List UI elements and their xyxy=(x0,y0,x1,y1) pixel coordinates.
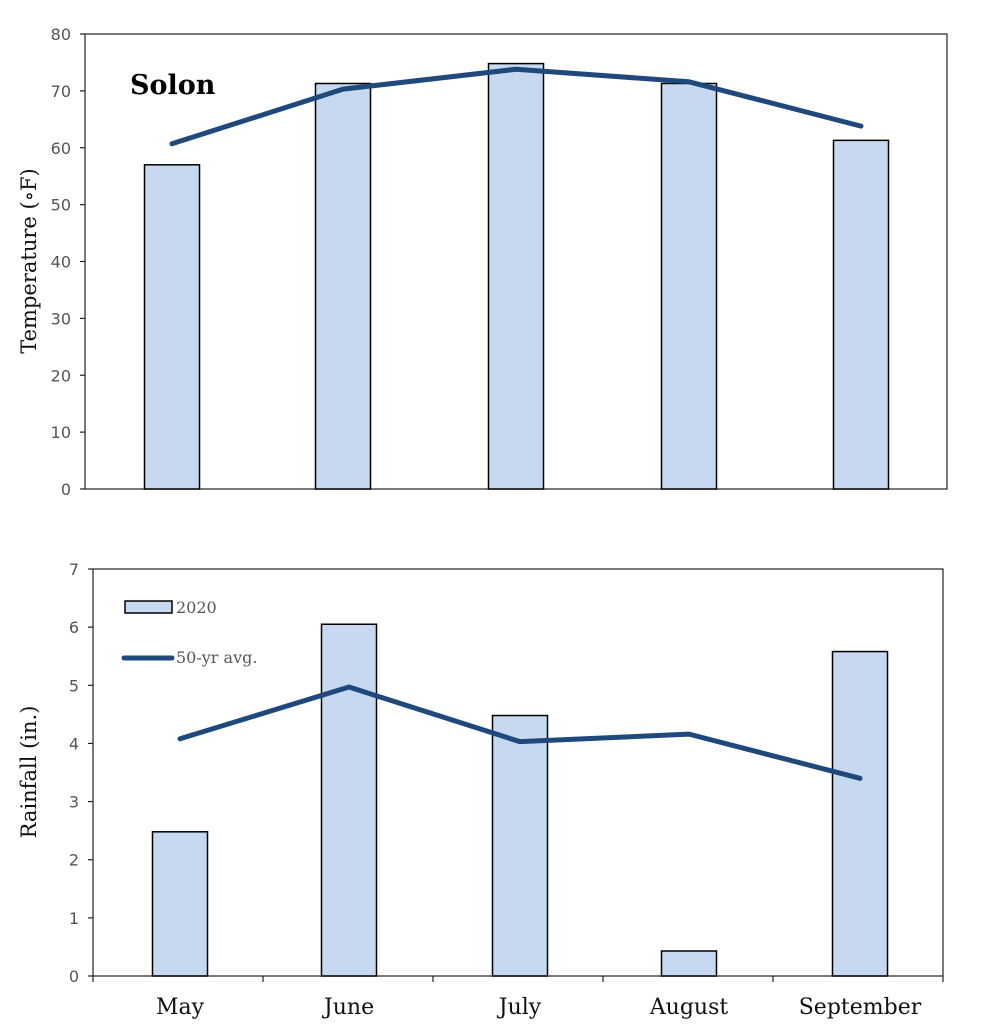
temperature-bar-july xyxy=(487,62,545,490)
temperature-y-axis-label: Temperature (∘F) xyxy=(17,168,41,354)
y-tick-label: 3 xyxy=(69,793,79,812)
temperature-chart: 0 10 20 30 40 50 60 70 80 Solon Temperature (∘F) xyxy=(17,25,948,499)
x-category-label: June xyxy=(322,995,374,1020)
temperature-bar-may xyxy=(143,164,201,490)
legend: 2020 50-yr avg. xyxy=(121,598,257,667)
rainfall-bar-august xyxy=(660,950,718,977)
y-tick-label: 0 xyxy=(61,480,71,499)
rainfall-bar-september xyxy=(831,650,889,977)
y-tick-label: 0 xyxy=(69,967,79,986)
temperature-bars xyxy=(143,62,890,490)
temperature-bar-september xyxy=(832,139,890,490)
rainfall-bar-june xyxy=(320,623,378,977)
y-tick-label: 4 xyxy=(69,734,79,753)
temperature-avg-line xyxy=(169,66,864,147)
y-tick-label: 30 xyxy=(51,309,71,328)
y-tick-label: 20 xyxy=(51,366,71,385)
chart-title: Solon xyxy=(130,70,216,101)
x-category-label: July xyxy=(497,995,542,1020)
rainfall-bars xyxy=(151,623,889,977)
y-tick-label: 40 xyxy=(51,253,71,272)
x-category-label: September xyxy=(799,995,922,1020)
legend-entry-2020: 2020 xyxy=(176,598,217,617)
legend-entry-50yr-avg: 50-yr avg. xyxy=(176,648,257,667)
y-tick-label: 2 xyxy=(69,851,79,870)
x-category-label: May xyxy=(156,995,205,1020)
y-tick-label: 5 xyxy=(69,676,79,695)
rainfall-bar-july xyxy=(491,714,549,977)
y-tick-label: 70 xyxy=(51,82,71,101)
rainfall-bar-may xyxy=(151,831,209,977)
legend-bar-swatch xyxy=(124,600,173,614)
rainfall-y-axis-label: Rainfall (in.) xyxy=(17,706,41,839)
temperature-y-axis: 0 10 20 30 40 50 60 70 80 xyxy=(51,25,85,499)
y-tick-label: 50 xyxy=(51,196,71,215)
y-tick-label: 6 xyxy=(69,618,79,637)
x-axis: May June July August September xyxy=(92,976,944,1020)
y-tick-label: 7 xyxy=(69,560,79,579)
rainfall-avg-line xyxy=(177,684,863,781)
y-tick-label: 80 xyxy=(51,25,71,44)
rainfall-y-axis: 0 1 2 3 4 5 6 7 xyxy=(69,560,93,986)
temperature-bar-august xyxy=(660,82,718,490)
y-tick-label: 60 xyxy=(51,139,71,158)
y-tick-label: 10 xyxy=(51,423,71,442)
temperature-bar-june xyxy=(314,82,372,490)
x-category-label: August xyxy=(649,995,729,1020)
y-tick-label: 1 xyxy=(69,909,79,928)
